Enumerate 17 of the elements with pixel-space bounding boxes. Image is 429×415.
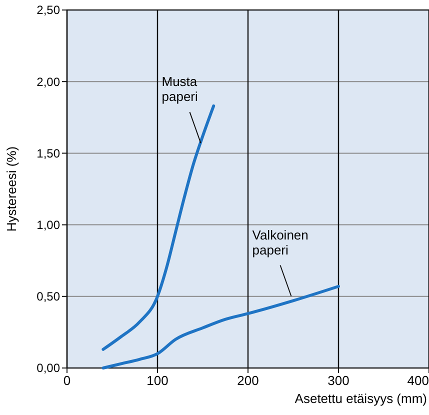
x-axis-title: Asetettu etäisyys (mm) (294, 391, 427, 406)
annotation: Musta paperi (162, 74, 198, 104)
y-tick-label: 1,00 (36, 218, 60, 232)
line-series (102, 104, 216, 351)
y-tick-label: 0,50 (36, 290, 60, 304)
y-axis-title: Hystereesi (%) (4, 146, 19, 232)
x-tick-label: 0 (63, 373, 71, 388)
x-tick-label: 300 (328, 373, 350, 388)
x-tick-label: 200 (237, 373, 259, 388)
y-tick-label: 2,00 (36, 74, 60, 89)
y-tick-label: 0,00 (36, 361, 60, 376)
y-tick-label: 1,50 (36, 146, 60, 160)
line-series (102, 284, 340, 370)
annotation: Valkoinen paperi (252, 227, 308, 258)
x-tick-label: 100 (146, 373, 168, 388)
y-tick-label: 2,50 (36, 3, 60, 18)
x-tick-label: 400 (407, 373, 429, 388)
